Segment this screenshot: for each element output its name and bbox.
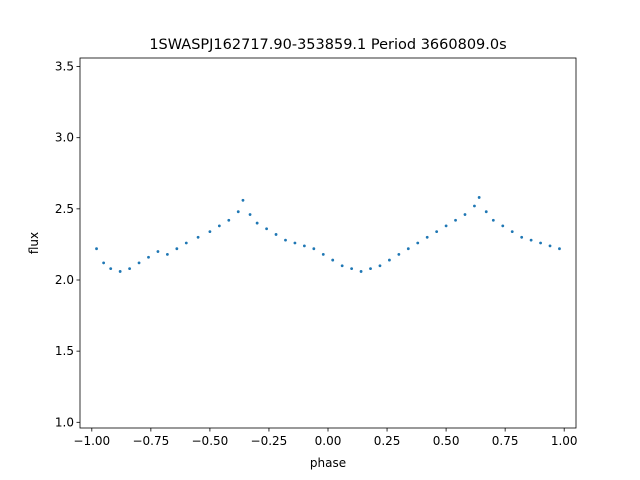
data-point: [284, 238, 287, 242]
data-point: [165, 252, 169, 256]
data-point: [293, 241, 297, 245]
y-tick-label: 1.5: [55, 344, 74, 358]
data-point: [331, 258, 335, 262]
x-tick-label: −0.50: [192, 434, 229, 448]
data-point: [369, 267, 372, 271]
data-point: [558, 247, 561, 251]
y-tick-label: 2.5: [55, 202, 74, 216]
data-point: [265, 227, 268, 231]
data-point: [208, 230, 212, 234]
x-tick-label: 0.50: [433, 434, 460, 448]
x-tick-label: −1.00: [73, 434, 110, 448]
data-point: [255, 221, 259, 225]
data-point: [484, 210, 488, 214]
data-point: [184, 241, 188, 245]
data-point: [236, 210, 240, 214]
data-point: [520, 235, 524, 239]
data-point: [274, 233, 278, 236]
data-point: [529, 238, 533, 242]
data-point: [416, 241, 420, 245]
data-point: [397, 252, 401, 256]
data-point: [425, 235, 429, 239]
data-point: [156, 250, 160, 253]
data-point: [501, 224, 505, 228]
data-point: [312, 247, 316, 251]
data-point: [109, 267, 113, 271]
data-point: [302, 244, 306, 248]
chart-title: 1SWASPJ162717.90-353859.1 Period 3660809…: [149, 37, 506, 53]
scatter-points: [95, 196, 561, 273]
data-point: [473, 204, 476, 208]
x-tick-label: −0.75: [132, 434, 169, 448]
data-point: [95, 247, 98, 251]
data-point: [539, 241, 542, 245]
data-point: [454, 218, 457, 222]
y-axis-label: flux: [27, 232, 41, 254]
data-point: [102, 261, 106, 265]
data-point: [196, 235, 200, 239]
data-point: [548, 244, 552, 248]
data-point: [137, 261, 141, 265]
x-tick-label: 1.00: [551, 434, 578, 448]
y-tick-label: 3.0: [55, 131, 74, 145]
x-tick-label: 0.25: [374, 434, 401, 448]
data-point: [340, 264, 344, 268]
data-point: [378, 264, 382, 268]
data-point: [321, 252, 325, 256]
data-point: [444, 224, 448, 228]
x-tick-label: 0.00: [315, 434, 342, 448]
x-tick-label: 0.75: [492, 434, 519, 448]
x-tick-label: −0.25: [251, 434, 288, 448]
y-tick-label: 2.0: [55, 273, 74, 287]
data-point: [217, 224, 221, 228]
data-point: [388, 258, 391, 262]
data-point: [147, 255, 150, 259]
data-point: [241, 198, 245, 202]
data-point: [128, 267, 132, 271]
y-axis-ticks: 1.0 1.5 2.0 2.5 3.0 3.5: [55, 60, 80, 429]
x-axis-label: phase: [310, 456, 346, 470]
x-axis-ticks: −1.00 −0.75 −0.50 −0.25 0.00 0.25 0.50 0.75 1.00: [73, 428, 578, 448]
data-point: [406, 247, 410, 251]
y-tick-label: 3.5: [55, 60, 74, 74]
data-point: [118, 270, 122, 273]
data-point: [350, 267, 354, 271]
data-point: [435, 230, 439, 234]
data-point: [491, 218, 495, 222]
data-point: [510, 230, 514, 234]
data-point: [359, 270, 363, 273]
data-point: [463, 213, 467, 216]
data-point: [175, 247, 179, 251]
data-point: [248, 213, 252, 216]
data-point: [477, 196, 481, 199]
data-point: [227, 218, 231, 222]
y-tick-label: 1.0: [55, 415, 74, 429]
